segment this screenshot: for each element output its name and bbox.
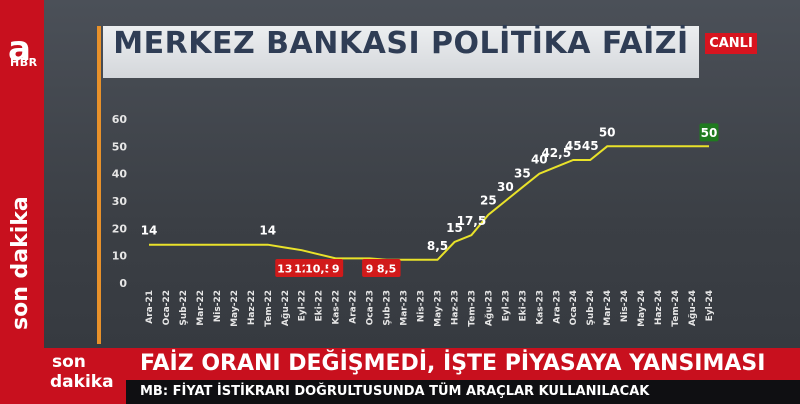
x-tick-label: May-22 [230,290,240,327]
data-label-box [275,259,295,277]
data-label-box [699,123,719,142]
y-tick-label: 30 [112,195,128,208]
red-data-label: 8,5 [372,259,401,277]
data-label: 9 [366,263,374,276]
x-tick-label: Tem-23 [467,290,477,327]
y-tick-label: 60 [112,113,128,126]
channel-logo-icon: a [8,30,31,69]
data-label-box [304,259,333,277]
x-tick-label: Nis-23 [417,290,427,322]
data-label: 14 [259,224,276,238]
x-tick-label: Nis-22 [213,290,223,322]
title-panel: MERKEZ BANKASI POLİTİKA FAİZİ [103,26,699,78]
data-label: 50 [599,125,616,139]
data-label: 14 [141,224,158,238]
x-tick-label: Eyl-22 [298,290,308,321]
x-tick-label: May-23 [433,290,443,327]
x-tick-label: Eyl-24 [705,290,715,321]
x-tick-label: Mar-24 [603,290,613,326]
x-tick-label: Kas-23 [535,290,545,325]
dakika-label: dakika [50,372,114,392]
x-tick-label: Eki-22 [315,290,325,321]
x-tick-label: Haz-22 [247,290,257,325]
y-tick-label: 40 [112,168,128,181]
x-tick-label: Ağu-23 [484,290,494,326]
data-label: 15 [446,221,463,235]
data-label: 50 [701,126,718,140]
son-label: son [52,352,86,372]
x-axis: Ara-21 Oca-22 Şub-22 Mar-22 Nis-22 May-22 Haz-… [145,290,715,327]
data-label: 10,5 [305,263,332,276]
data-label: 25 [480,194,497,208]
x-tick-label: Şub-22 [179,290,189,326]
red-data-label: 13 [275,259,295,277]
green-data-label: 50 [699,123,719,142]
x-tick-label: Haz-23 [450,290,460,325]
x-tick-label: Tem-24 [671,290,681,327]
data-label: 8,5 [377,263,397,276]
y-tick-label: 50 [112,140,128,153]
y-axis: 0 10 20 30 40 50 60 [112,113,128,290]
x-tick-label: Oca-23 [366,290,376,325]
x-tick-label: Nis-24 [620,290,630,322]
x-tick-label: Ağu-22 [281,290,291,326]
headline-text: FAİZ ORANI DEĞİŞMEDİ, İŞTE PİYASAYA YANS… [140,351,766,376]
policy-rate-line [149,145,709,261]
x-tick-label: Mar-22 [196,290,206,326]
x-tick-label: Ağu-24 [688,290,698,326]
x-tick-label: May-24 [637,290,647,327]
son-dakika-box [44,348,126,404]
data-label: 9 [332,263,340,276]
x-tick-label: Eyl-23 [501,290,511,321]
data-label: 13 [277,263,292,276]
red-data-label: 9 [328,259,344,277]
x-tick-label: Şub-23 [383,290,393,326]
data-label-box [328,259,344,277]
channel-side-strip [0,0,44,404]
data-label: 8,5 [427,239,448,253]
x-tick-label: Kas-22 [332,290,342,325]
data-label: 42,5 [541,146,571,160]
data-label: 40 [531,153,548,167]
x-tick-label: Ara-23 [552,290,562,324]
y-tick-label: 10 [112,250,128,263]
data-label-box [372,259,401,277]
live-badge: CANLI [705,33,757,54]
data-label: 30 [497,180,514,194]
x-tick-label: Oca-24 [569,290,579,325]
y-tick-label: 0 [119,277,127,290]
data-label: 17,5 [457,214,487,228]
red-data-label: 10,5 [304,259,333,277]
y-tick-label: 20 [112,222,128,235]
accent-line [97,26,101,344]
x-tick-label: Şub-24 [586,290,596,326]
data-label: 35 [514,166,531,180]
subline-bar [126,380,800,404]
data-label: 45 [565,139,582,153]
logo-letter: a [8,30,31,69]
x-tick-label: Mar-23 [400,290,410,326]
logo-subtitle: HBR [10,56,38,69]
x-tick-label: Oca-22 [162,290,172,325]
x-tick-label: Haz-24 [654,290,664,325]
headline-bar [126,348,800,380]
data-label: 45 [582,139,599,153]
subline-text: MB: FİYAT İSTİKRARI DOĞRULTUSUNDA TÜM AR… [140,384,650,399]
chart-title: MERKEZ BANKASI POLİTİKA FAİZİ [113,26,689,61]
x-tick-label: Tem-22 [264,290,274,327]
x-tick-label: Eki-23 [518,290,528,321]
x-tick-label: Ara-21 [145,290,155,324]
x-tick-label: Ara-22 [349,290,359,324]
